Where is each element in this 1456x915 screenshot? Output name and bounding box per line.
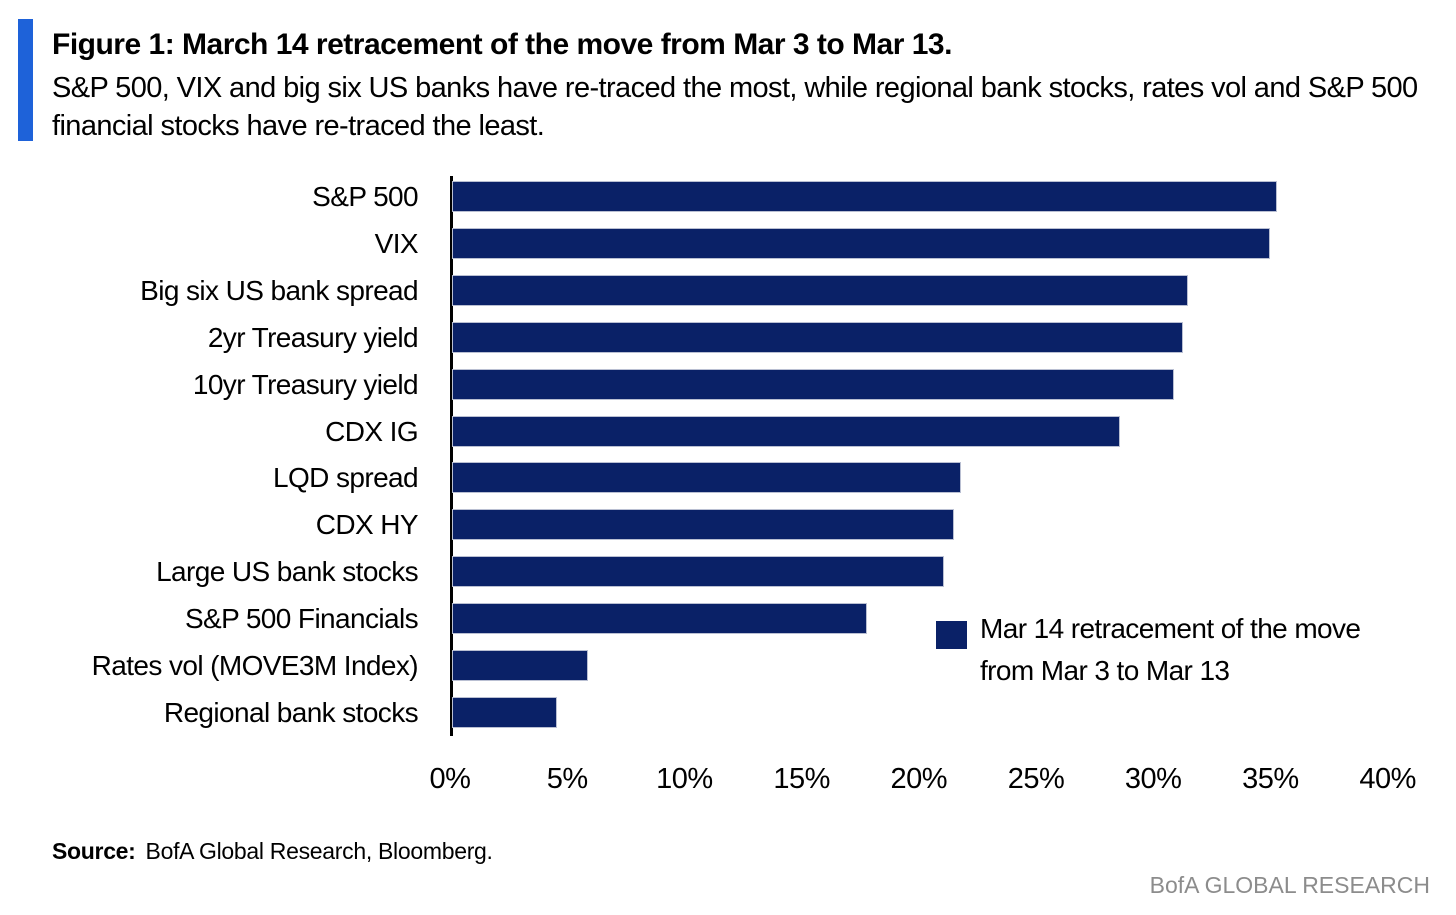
- chart-row: 2yr Treasury yield: [0, 321, 1456, 353]
- source-line: Source: BofA Global Research, Bloomberg.: [52, 838, 493, 865]
- bar: [452, 509, 954, 541]
- x-tick-label: 25%: [1007, 763, 1065, 795]
- bar: [452, 462, 961, 494]
- legend-label: Mar 14 retracement of the move from Mar …: [980, 613, 1361, 686]
- category-label: LQD spread: [273, 462, 419, 494]
- bar: [452, 650, 588, 681]
- chart-row: LQD spread: [0, 462, 1456, 494]
- bar: [452, 321, 1184, 353]
- chart-row: CDX HY: [0, 509, 1456, 541]
- chart-row: 10yr Treasury yield: [0, 368, 1456, 400]
- x-tick-label: 0%: [429, 763, 471, 795]
- chart-row: Rates vol (MOVE3M Index): [0, 650, 1456, 681]
- category-label: Rates vol (MOVE3M Index): [91, 650, 419, 681]
- x-tick-label: 20%: [890, 763, 948, 795]
- footer-brand: BofA GLOBAL RESEARCH: [1149, 872, 1430, 898]
- chart-row: Regional bank stocks: [0, 696, 1456, 728]
- bar: [452, 415, 1121, 447]
- category-label: 10yr Treasury yield: [192, 368, 419, 400]
- x-tick-label: 35%: [1242, 763, 1299, 795]
- category-label: Big six US bank spread: [140, 274, 418, 306]
- chart-row: Big six US bank spread: [0, 274, 1456, 306]
- x-tick-label: 30%: [1124, 763, 1182, 795]
- source-label: Source:: [52, 838, 136, 864]
- bar: [452, 274, 1189, 306]
- title-accent-bar: [18, 19, 33, 141]
- x-tick-label: 5%: [546, 763, 588, 795]
- legend-marker-icon: [936, 621, 967, 649]
- category-label: S&P 500 Financials: [184, 603, 419, 635]
- figure-title: Figure 1: March 14 retracement of the mo…: [52, 28, 952, 61]
- category-label: S&P 500: [312, 181, 418, 212]
- x-tick-label: 15%: [773, 763, 830, 795]
- y-axis-line: [450, 176, 453, 736]
- chart-row: Large US bank stocks: [0, 556, 1456, 588]
- bar: [452, 696, 558, 728]
- x-tick-label: 10%: [656, 763, 713, 795]
- bar: [452, 368, 1174, 400]
- category-label: Large US bank stocks: [156, 556, 419, 588]
- bar: [452, 181, 1278, 212]
- category-label: CDX HY: [315, 509, 419, 541]
- bar: [452, 556, 945, 588]
- figure-subtitle: S&P 500, VIX and big six US banks have r…: [52, 72, 1418, 142]
- bar: [452, 227, 1271, 259]
- category-label: 2yr Treasury yield: [207, 321, 419, 353]
- chart-row: S&P 500 Financials: [0, 603, 1456, 635]
- source-text: BofA Global Research, Bloomberg.: [145, 838, 493, 864]
- category-label: Regional bank stocks: [163, 696, 419, 728]
- chart-row: VIX: [0, 227, 1456, 259]
- chart-row: CDX IG: [0, 415, 1456, 447]
- category-label: VIX: [374, 227, 419, 259]
- x-tick-label: 40%: [1359, 763, 1416, 795]
- chart-row: S&P 500: [0, 181, 1456, 212]
- category-label: CDX IG: [325, 415, 418, 447]
- bar: [452, 603, 867, 635]
